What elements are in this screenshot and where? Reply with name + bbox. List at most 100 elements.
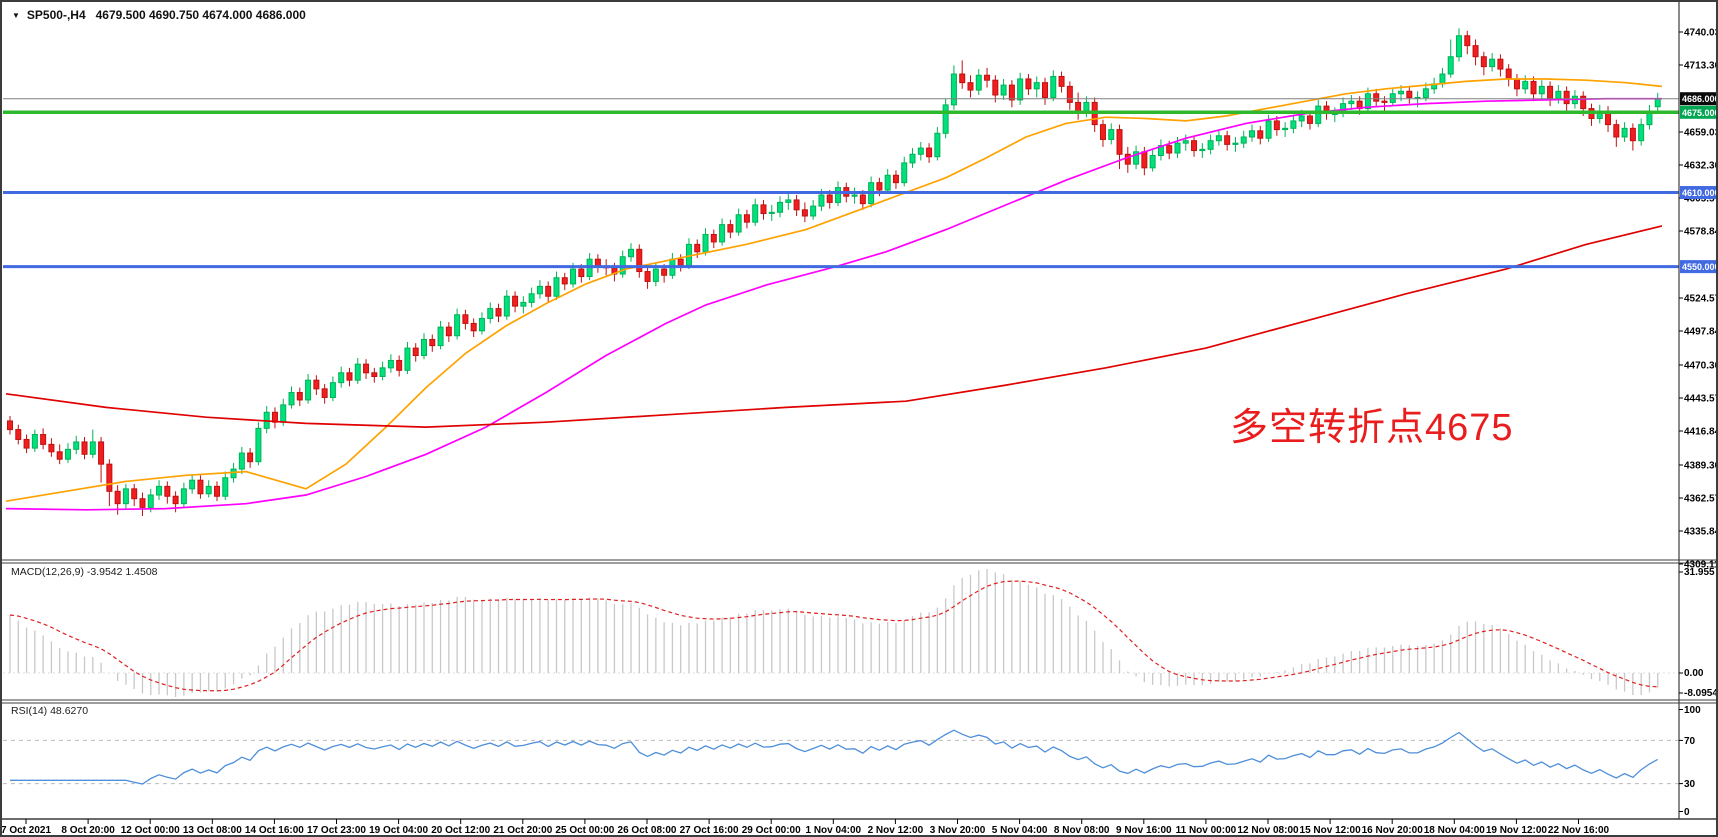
candle [636, 248, 643, 273]
candle [1282, 127, 1289, 131]
candle [412, 347, 419, 357]
candle [810, 205, 817, 217]
candle [851, 194, 858, 197]
candle [1306, 115, 1313, 124]
candle [1547, 85, 1554, 100]
candle [777, 201, 784, 213]
candle [503, 295, 510, 317]
candle [1563, 90, 1570, 105]
candle [1166, 145, 1173, 154]
chart-symbol-timeframe: SP500-,H4 [26, 8, 86, 22]
candle [512, 295, 519, 307]
candle [1497, 58, 1504, 70]
rsi-axis[interactable]: 100 70 30 0 [1679, 705, 1701, 818]
rsi-line [10, 729, 1659, 785]
price-badge [1680, 105, 1716, 119]
candle [329, 382, 336, 398]
candle [495, 308, 502, 317]
candle [1538, 85, 1545, 95]
macd-axis[interactable]: 31.955 0.00 -8.0954 [1679, 567, 1716, 699]
candle [1422, 88, 1429, 98]
candle [214, 485, 220, 497]
candle [48, 443, 55, 453]
candle [255, 427, 262, 463]
time-tick-label: 7 Oct 2021 [2, 825, 51, 835]
candle [1456, 35, 1462, 58]
candle [247, 452, 254, 463]
time-axis[interactable]: 7 Oct 2021 8 Oct 20:00 12 Oct 00:00 13 Oct … [2, 819, 1610, 835]
candle [536, 285, 543, 295]
candle [1174, 142, 1181, 154]
candle [835, 187, 841, 203]
candle [992, 79, 999, 96]
price-axis[interactable]: 4740.0304713.3004659.0304632.3004605.570… [1679, 28, 1716, 571]
price-tick-label: 4389.300 [1684, 461, 1716, 472]
candle [1348, 100, 1355, 105]
candle [892, 174, 899, 184]
candle [710, 234, 717, 243]
candle [967, 82, 974, 91]
price-badge-label: 4675.000 [1682, 108, 1716, 118]
candle [578, 268, 585, 277]
time-tick-label: 8 Oct 20:00 [61, 825, 115, 835]
price-tick-label: 4470.300 [1684, 361, 1716, 372]
candle [73, 441, 80, 450]
candle [727, 224, 734, 233]
time-tick-label: 20 Oct 12:00 [431, 825, 490, 835]
candle [984, 74, 991, 81]
candle [1199, 148, 1206, 152]
candle [338, 372, 345, 384]
price-badge-label: 4550.000 [1682, 262, 1716, 272]
candle [917, 147, 924, 155]
rsi-scale-label: 0 [1684, 807, 1690, 818]
candle [561, 277, 568, 285]
candle [1505, 68, 1512, 80]
time-tick-label: 16 Nov 20:00 [1362, 825, 1424, 835]
candle [1257, 130, 1264, 139]
candle [884, 174, 891, 191]
time-tick-label: 18 Nov 04:00 [1424, 825, 1486, 835]
candle [1489, 58, 1496, 68]
candle [528, 293, 535, 303]
macd-indicator-label: MACD(12,26,9) -3.9542 1.4508 [11, 566, 158, 578]
candle [1124, 153, 1131, 165]
candle [40, 434, 47, 445]
price-tick-label: 4713.300 [1684, 61, 1716, 72]
candle [280, 404, 287, 423]
candle [652, 268, 659, 282]
candle [321, 388, 328, 398]
candle [1613, 124, 1620, 138]
candle [371, 372, 378, 377]
main-price-pane [3, 28, 1679, 517]
candle [1464, 35, 1471, 47]
candle [139, 498, 146, 508]
candle [1240, 136, 1247, 144]
candle [950, 73, 957, 106]
rsi-scale-label: 100 [1684, 705, 1701, 716]
time-tick-label: 8 Nov 08:00 [1054, 825, 1110, 835]
candle [1182, 140, 1189, 144]
candle [354, 363, 361, 381]
chart-dropdown-icon[interactable]: ▼ [12, 11, 20, 20]
candle [1629, 127, 1636, 142]
candle [131, 488, 138, 500]
price-tick-label: 4740.030 [1684, 28, 1716, 39]
candle [793, 199, 800, 211]
candle [15, 429, 22, 440]
candle [379, 367, 386, 377]
candle [445, 326, 452, 337]
candle [238, 452, 245, 470]
candle [628, 248, 634, 258]
time-tick-label: 9 Nov 16:00 [1116, 825, 1172, 835]
price-tick-label: 4578.840 [1684, 227, 1716, 238]
pane-separators[interactable] [2, 2, 1716, 820]
candle [677, 258, 684, 266]
rsi-scale-label: 30 [1684, 779, 1696, 790]
candle [164, 485, 171, 497]
candle [172, 495, 179, 505]
time-tick-label: 11 Nov 00:00 [1176, 825, 1237, 835]
candle [1116, 129, 1123, 155]
price-tick-label: 4362.570 [1684, 494, 1716, 505]
candle [959, 73, 966, 84]
